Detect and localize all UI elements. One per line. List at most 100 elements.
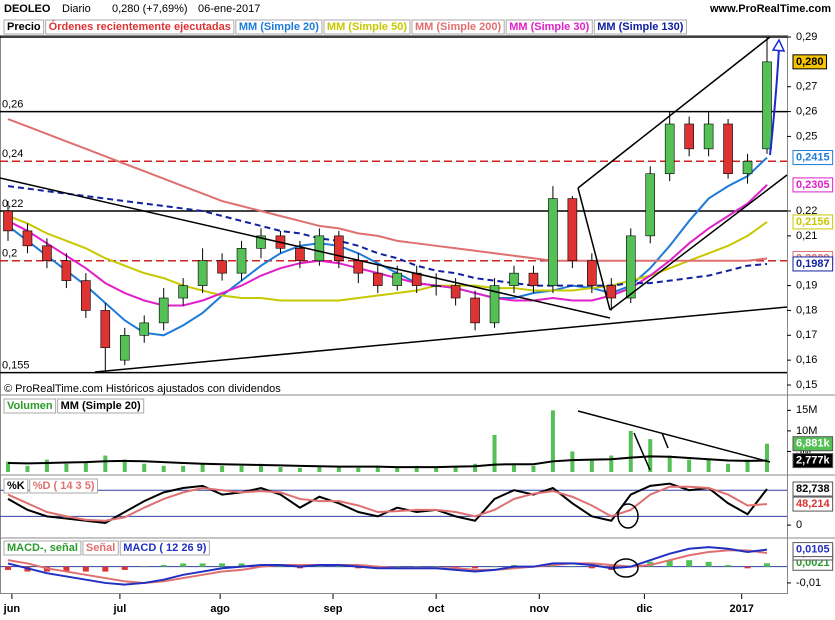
bar [181,465,186,472]
bar [82,566,89,572]
bar [628,430,633,472]
bar [277,566,284,568]
level-label: 0,24 [2,148,23,160]
bar [705,561,712,567]
bar [220,465,225,472]
series-line [7,485,768,522]
candle-body [158,297,169,324]
y-tick-label: 0,26 [796,105,817,117]
y-tick-label: -0,01 [796,577,821,589]
bar [687,459,692,472]
candle-body [22,230,33,247]
bar [744,566,751,569]
level-label: 0,22 [2,198,23,210]
x-tick-label: 2017 [729,603,753,615]
x-tick-label: jun [3,603,21,615]
value-label-box [792,256,834,272]
candle-body [606,285,617,299]
candle-body [256,235,266,249]
candle-body [762,61,772,150]
bar [103,455,108,472]
candle-body [3,210,13,232]
legend-box [3,398,57,414]
candle-body [470,297,480,324]
candle-body [372,272,383,286]
legend-box [505,19,593,35]
legend-box [29,478,98,494]
legend-label: MM (Simple 30) [509,21,589,33]
legend-label: Precio [7,21,41,33]
bar [25,465,30,472]
candle-body [295,247,305,262]
source: www.ProRealTime.com [709,3,831,15]
value-label: 2,777k [796,454,831,466]
legend-label: MM (Simple 50) [327,21,407,33]
bar [160,565,167,567]
bar [434,467,439,472]
bar [5,566,11,570]
bar [609,455,614,472]
bar [745,459,750,472]
value-label-box [792,177,834,193]
bar [725,565,732,567]
arrow-head [771,38,786,52]
bar [317,465,322,472]
series-line [7,185,768,287]
legend-label: MM (Simple 20) [239,21,319,33]
bar [102,566,109,572]
bar [375,465,380,472]
candle-body [587,260,597,286]
bar [180,563,187,567]
value-label-box [792,54,828,70]
value-label: 82,738 [796,483,830,495]
y-tick-label: 0,18 [796,304,817,316]
candle-body [217,260,227,274]
candle-body [548,198,558,286]
bar [199,563,206,567]
series-line [7,455,768,469]
legend-box [119,540,210,556]
x-tick-label: ago [210,603,230,615]
legend-label: Señal [86,542,115,554]
value-label: 6,881k [796,438,831,450]
candle-body [450,285,461,299]
trend-line [577,36,771,189]
bar [570,451,575,472]
legend-label: Volumen [7,400,53,412]
value-label: 0,2156 [796,216,830,228]
candle-body [723,123,733,175]
legend-box [3,478,29,494]
x-tick-label: dic [636,603,652,615]
bar [259,463,263,472]
value-label: 48,214 [796,498,831,510]
y-tick-label: 0,25 [796,130,817,142]
candle-body [178,285,188,299]
level-label: 0,155 [2,359,30,371]
y-tick-label: 0,19 [796,279,817,291]
bar [726,463,731,472]
value-label-box [792,496,834,512]
legend-label: MM (Simple 130) [597,21,684,33]
series-line [7,118,768,262]
value-label: 0,2415 [796,151,830,163]
title: DEOLEO [4,3,51,15]
y-tick-label: 0,22 [796,205,817,217]
y-tick-label: 10M [796,425,817,437]
subtitle: Diario [62,3,91,15]
plot: 0,29 0,27 0,26 0,25 0,22 0,21 0,19 0,18 0,17 0,16… [0,19,834,615]
value-label: 0,1987 [796,258,830,270]
bar [394,566,401,568]
bar [667,455,672,472]
series-line [7,156,768,337]
candle-body [334,235,344,262]
x-tick-label: oct [428,603,445,615]
bar [44,459,49,472]
y-tick-label: 0,21 [796,230,817,242]
bar [356,467,361,472]
circle-mark [617,503,639,529]
trend-line [661,432,669,449]
bar [414,465,419,472]
bar [297,467,302,472]
